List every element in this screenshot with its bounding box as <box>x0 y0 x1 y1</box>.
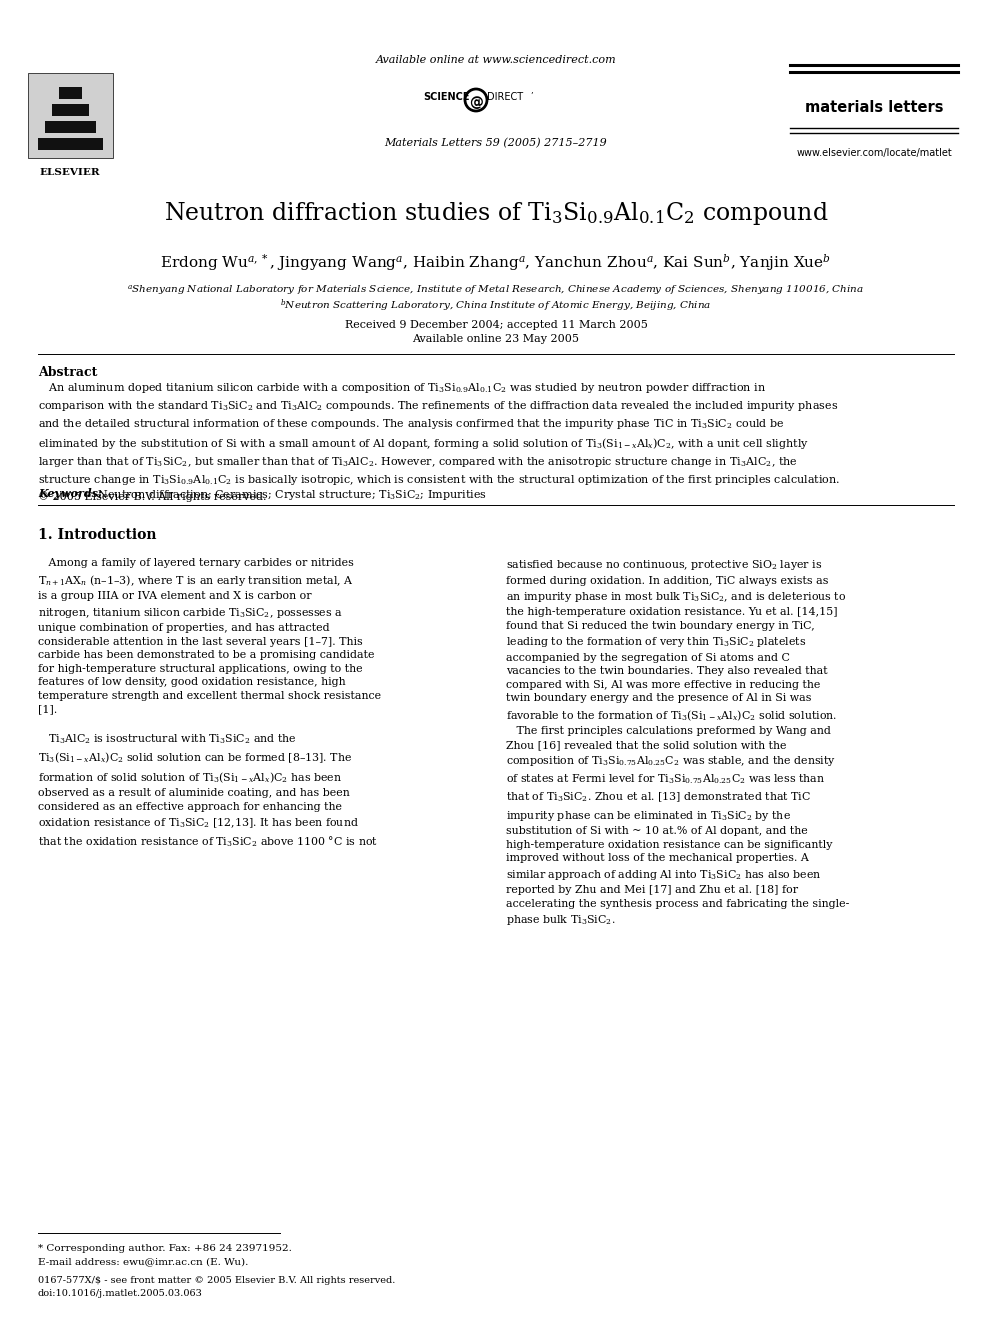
Text: $^b$Neutron Scattering Laboratory, China Institute of Atomic Energy, Beijing, Ch: $^b$Neutron Scattering Laboratory, China… <box>281 296 711 314</box>
Text: Keywords:: Keywords: <box>38 488 102 499</box>
Text: $^a$Shenyang National Laboratory for Materials Science, Institute of Metal Resea: $^a$Shenyang National Laboratory for Mat… <box>127 283 865 296</box>
Text: Available online 23 May 2005: Available online 23 May 2005 <box>413 333 579 344</box>
Text: doi:10.1016/j.matlet.2005.03.063: doi:10.1016/j.matlet.2005.03.063 <box>38 1289 203 1298</box>
Text: 0167-577X/$ - see front matter © 2005 Elsevier B.V. All rights reserved.: 0167-577X/$ - see front matter © 2005 El… <box>38 1275 396 1285</box>
Text: Neutron diffraction; Ceramics; Crystal structure; Ti$_3$SiC$_2$; Impurities: Neutron diffraction; Ceramics; Crystal s… <box>94 488 487 501</box>
Text: materials letters: materials letters <box>805 101 943 115</box>
Bar <box>59 87 82 99</box>
Text: @: @ <box>469 97 483 110</box>
Bar <box>52 105 89 116</box>
Bar <box>38 138 103 149</box>
Text: satisfied because no continuous, protective SiO$_2$ layer is
formed during oxida: satisfied because no continuous, protect… <box>506 558 849 927</box>
Text: Available online at www.sciencedirect.com: Available online at www.sciencedirect.co… <box>376 56 616 65</box>
Text: An aluminum doped titanium silicon carbide with a composition of Ti$_3$Si$_{0.9}: An aluminum doped titanium silicon carbi… <box>38 381 840 501</box>
Text: E-mail address: ewu@imr.ac.cn (E. Wu).: E-mail address: ewu@imr.ac.cn (E. Wu). <box>38 1257 248 1266</box>
Text: 1. Introduction: 1. Introduction <box>38 528 157 542</box>
Text: ’: ’ <box>530 93 533 101</box>
Text: Received 9 December 2004; accepted 11 March 2005: Received 9 December 2004; accepted 11 Ma… <box>344 320 648 329</box>
Text: Erdong Wu$^{a,*}$, Jingyang Wang$^a$, Haibin Zhang$^a$, Yanchun Zhou$^a$, Kai Su: Erdong Wu$^{a,*}$, Jingyang Wang$^a$, Ha… <box>161 251 831 273</box>
Text: * Corresponding author. Fax: +86 24 23971952.: * Corresponding author. Fax: +86 24 2397… <box>38 1244 292 1253</box>
Text: Materials Letters 59 (2005) 2715–2719: Materials Letters 59 (2005) 2715–2719 <box>385 138 607 148</box>
Text: Neutron diffraction studies of Ti$_3$Si$_{0.9}$Al$_{0.1}$C$_2$ compound: Neutron diffraction studies of Ti$_3$Si$… <box>164 200 828 228</box>
Text: ELSEVIER: ELSEVIER <box>40 168 100 177</box>
Text: DIRECT: DIRECT <box>487 93 523 102</box>
Text: Among a family of layered ternary carbides or nitrides
T$_{n+1}$AX$_n$ (n–1–3), : Among a family of layered ternary carbid… <box>38 558 381 849</box>
Text: Abstract: Abstract <box>38 366 97 378</box>
Bar <box>45 120 96 134</box>
Text: SCIENCE: SCIENCE <box>424 93 470 102</box>
Bar <box>28 73 113 157</box>
Text: www.elsevier.com/locate/matlet: www.elsevier.com/locate/matlet <box>797 148 952 157</box>
